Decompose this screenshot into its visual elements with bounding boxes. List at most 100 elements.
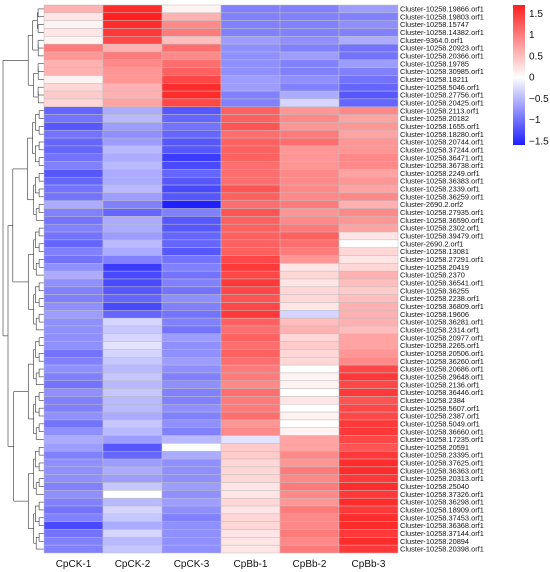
heatmap-cell [102, 130, 163, 139]
heatmap-cell [43, 419, 104, 428]
heatmap-cell [102, 529, 163, 538]
heatmap-cell [161, 310, 222, 319]
heatmap-cell [102, 443, 163, 452]
heatmap-cell [43, 278, 104, 288]
heatmap-cell [338, 474, 399, 483]
heatmap-cell [161, 122, 222, 131]
heatmap-cell [279, 497, 340, 507]
heatmap-cell [102, 521, 163, 530]
row-label: Cluster-10258.20506.orf1 [400, 349, 484, 358]
heatmap-cell [102, 302, 163, 311]
heatmap-cell [161, 513, 222, 522]
heatmap-cell [338, 223, 399, 233]
heatmap-cell [161, 43, 222, 53]
heatmap-cell [161, 364, 222, 374]
heatmap-cell [43, 286, 104, 295]
heatmap-cell [161, 357, 222, 366]
heatmap-cell [220, 153, 281, 162]
heatmap-cell [220, 294, 281, 303]
row-label: Cluster-10258.27291.orf1 [400, 255, 484, 264]
row-label: Cluster-10258.37625.orf1 [400, 459, 484, 468]
heatmap-cell [220, 83, 281, 92]
row-label: Cluster-10258.1655.orf1 [400, 122, 480, 131]
heatmap-cell [43, 184, 104, 194]
heatmap-cell [338, 497, 399, 507]
heatmap-cell [220, 450, 281, 460]
heatmap-cell [161, 106, 222, 115]
heatmap-cell [43, 137, 104, 147]
heatmap-cell [279, 450, 340, 460]
heatmap-cell [161, 137, 222, 147]
heatmap-cell [279, 169, 340, 178]
heatmap-cell [338, 145, 399, 154]
heatmap-cell [279, 216, 340, 225]
heatmap-cell [338, 28, 399, 37]
heatmap-cell [43, 317, 104, 327]
row-label: Cluster-10258.20398.orf1 [400, 545, 484, 554]
legend-tick-label: −1 [529, 115, 541, 126]
heatmap-cell [338, 83, 399, 92]
column-labels: CpCK-1 CpCK-2 CpCK-3 CpBb-1 CpBb-2 CpBb-3 [56, 559, 386, 570]
heatmap-cell [279, 513, 340, 522]
heatmap-cell [279, 466, 340, 475]
heatmap-cell [43, 239, 104, 248]
heatmap-cell [220, 239, 281, 248]
heatmap-cell [161, 341, 222, 350]
heatmap-cell [338, 364, 399, 374]
heatmap-cell [279, 474, 340, 483]
heatmap-cell [161, 450, 222, 460]
heatmap-cell [43, 75, 104, 84]
heatmap-cell [102, 153, 163, 162]
row-label: Cluster-10258.39479.orf1 [400, 232, 484, 241]
heatmap-cell [102, 169, 163, 178]
legend-tick-label: 0 [529, 73, 535, 84]
row-label: Cluster-10258.20366.orf1 [400, 51, 484, 60]
heatmap-cell [279, 286, 340, 295]
heatmap-cell [220, 75, 281, 84]
heatmap-cell [220, 364, 281, 374]
heatmap-cell [161, 458, 222, 468]
heatmap-cell [279, 255, 340, 264]
row-label: Cluster-10258.30985.orf1 [400, 67, 484, 76]
heatmap-cell [338, 231, 399, 241]
heatmap-cell [102, 176, 163, 186]
heatmap-cell [338, 325, 399, 335]
heatmap-cell [102, 317, 163, 327]
heatmap-cell [220, 169, 281, 178]
row-label: Cluster-10258.19803.orf1 [400, 12, 484, 21]
heatmap-cell [43, 192, 104, 201]
row-label: Cluster-10258.27756.orf1 [400, 91, 484, 100]
heatmap-cell [43, 130, 104, 139]
heatmap-cell [338, 505, 399, 515]
heatmap-cell [161, 349, 222, 358]
heatmap-cell [43, 20, 104, 29]
row-label: Cluster-10258.36590.orf1 [400, 216, 484, 225]
heatmap-cell [338, 443, 399, 452]
row-label: Cluster-10258.20425.orf1 [400, 98, 484, 107]
heatmap-cell [279, 12, 340, 21]
heatmap-cell [220, 106, 281, 115]
heatmap-cell [161, 286, 222, 295]
heatmap-cell [161, 263, 222, 272]
heatmap-cell [43, 90, 104, 100]
heatmap-cell [279, 184, 340, 194]
heatmap-cell [43, 404, 104, 413]
heatmap-cell [279, 411, 340, 421]
heatmap-cell [43, 153, 104, 162]
heatmap-cell [102, 106, 163, 115]
heatmap-cell [279, 341, 340, 350]
heatmap-cell [102, 490, 163, 499]
heatmap-cell [279, 529, 340, 538]
heatmap-cell [102, 474, 163, 483]
row-label: Cluster-10258.23395.orf1 [400, 451, 484, 460]
heatmap-cell [279, 192, 340, 201]
legend-tick-label: −1.5 [529, 136, 549, 147]
heatmap-cell [279, 247, 340, 256]
heatmap-cell [102, 513, 163, 522]
heatmap-cell [43, 231, 104, 241]
row-label: Cluster-10258.14382.orf1 [400, 28, 484, 37]
heatmap-cell [161, 497, 222, 507]
heatmap-cell [279, 122, 340, 131]
heatmap-cell [43, 325, 104, 335]
heatmap-cell [220, 59, 281, 68]
